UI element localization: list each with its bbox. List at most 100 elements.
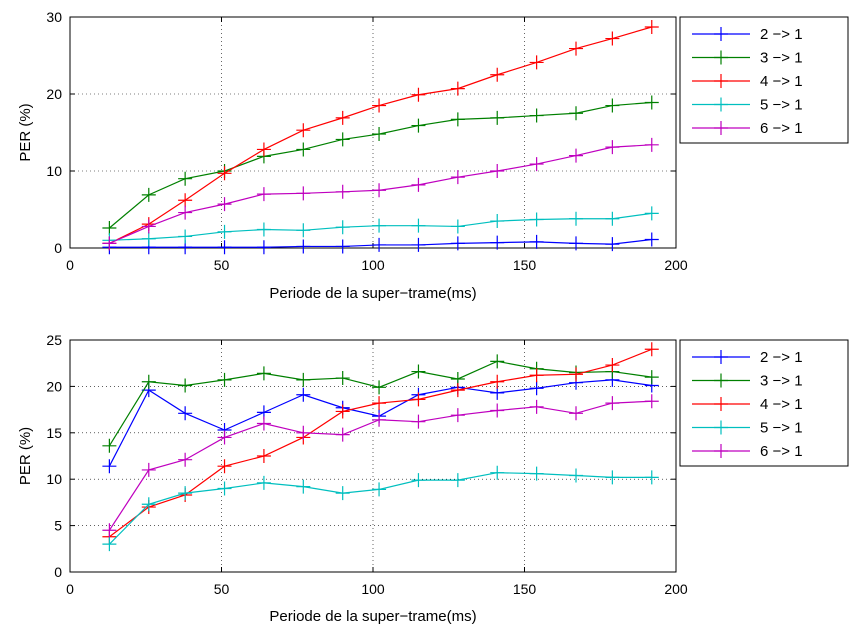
data-point <box>372 396 387 411</box>
legend-label: 3 −> 1 <box>760 50 803 67</box>
data-point <box>411 177 426 192</box>
legend-label: 5 −> 1 <box>760 420 803 437</box>
legend-box <box>679 339 849 467</box>
data-point <box>605 31 620 46</box>
data-point <box>605 358 620 373</box>
data-point <box>490 110 505 125</box>
data-point <box>141 187 156 202</box>
data-point <box>178 193 193 208</box>
data-point <box>411 118 426 133</box>
data-point <box>296 223 311 238</box>
x-axis-label: Periode de la super−trame(ms) <box>269 608 476 625</box>
data-point <box>490 67 505 82</box>
y-axis-label: PER (%) <box>17 427 34 485</box>
data-point <box>296 142 311 157</box>
data-point <box>256 187 271 202</box>
legend-label: 4 −> 1 <box>760 73 803 90</box>
data-point <box>141 374 156 389</box>
data-point <box>296 387 311 402</box>
data-point <box>256 416 271 431</box>
data-point <box>141 231 156 246</box>
data-point <box>490 354 505 369</box>
data-point <box>605 396 620 411</box>
legend-marker <box>714 373 728 388</box>
data-point <box>372 218 387 233</box>
data-point <box>141 219 156 234</box>
data-point <box>411 473 426 488</box>
data-point <box>490 403 505 418</box>
series-line <box>108 472 652 545</box>
data-point <box>450 170 465 185</box>
data-point <box>529 368 544 383</box>
data-point <box>217 372 232 387</box>
data-point <box>335 132 350 147</box>
x-tick-label: 0 <box>66 257 74 273</box>
data-point <box>490 235 505 250</box>
data-point <box>335 404 350 419</box>
legend-label: 2 −> 1 <box>760 26 803 43</box>
series-line <box>109 348 652 538</box>
data-point <box>178 406 193 421</box>
data-point <box>569 367 584 382</box>
data-point <box>450 236 465 251</box>
data-point <box>141 497 156 512</box>
data-point <box>256 475 271 490</box>
data-point <box>102 220 117 235</box>
data-point <box>335 184 350 199</box>
x-tick-label: 100 <box>361 257 385 273</box>
data-point <box>372 412 387 427</box>
data-point <box>490 465 505 480</box>
x-tick-label: 50 <box>214 257 230 273</box>
data-point <box>296 479 311 494</box>
data-point <box>644 137 659 152</box>
legend-label: 2 −> 1 <box>760 349 803 366</box>
data-point <box>335 486 350 501</box>
data-point <box>217 459 232 474</box>
data-point <box>644 95 659 110</box>
x-tick-label: 200 <box>664 581 688 597</box>
data-point <box>217 481 232 496</box>
data-point <box>372 98 387 113</box>
data-point <box>529 108 544 123</box>
y-tick-label: 5 <box>54 518 62 534</box>
legend-label: 5 −> 1 <box>760 97 803 114</box>
data-point <box>141 462 156 477</box>
data-point <box>450 81 465 96</box>
chart-2: 0 50 100 150 200 0 5 10 15 20 25 Periode de la supe… <box>17 332 849 625</box>
data-point <box>529 234 544 249</box>
data-point <box>569 236 584 251</box>
data-point <box>102 236 117 251</box>
data-point <box>296 186 311 201</box>
data-point <box>411 237 426 252</box>
series-line <box>109 101 652 229</box>
data-point <box>605 140 620 155</box>
data-point <box>178 378 193 393</box>
data-point <box>529 212 544 227</box>
data-point <box>529 381 544 396</box>
data-point <box>256 142 271 157</box>
data-point <box>372 237 387 252</box>
data-point <box>569 211 584 226</box>
y-tick-label: 15 <box>46 425 62 441</box>
data-point <box>217 430 232 445</box>
data-point <box>372 183 387 198</box>
data-point <box>178 171 193 186</box>
data-point <box>644 206 659 221</box>
x-tick-label: 100 <box>361 581 385 597</box>
data-point <box>256 449 271 463</box>
data-point <box>569 106 584 121</box>
data-point <box>490 374 505 389</box>
data-point <box>217 197 232 212</box>
x-axis-label: Periode de la super−trame(ms) <box>269 285 476 302</box>
data-point <box>605 98 620 113</box>
data-point <box>644 370 659 385</box>
data-point <box>644 232 659 247</box>
x-tick-label: 50 <box>214 581 230 597</box>
data-point <box>644 342 659 357</box>
data-point <box>569 41 584 56</box>
y-tick-label: 10 <box>46 163 62 179</box>
y-tick-label: 10 <box>46 471 62 487</box>
data-point <box>450 473 465 488</box>
legend-marker <box>714 350 728 364</box>
